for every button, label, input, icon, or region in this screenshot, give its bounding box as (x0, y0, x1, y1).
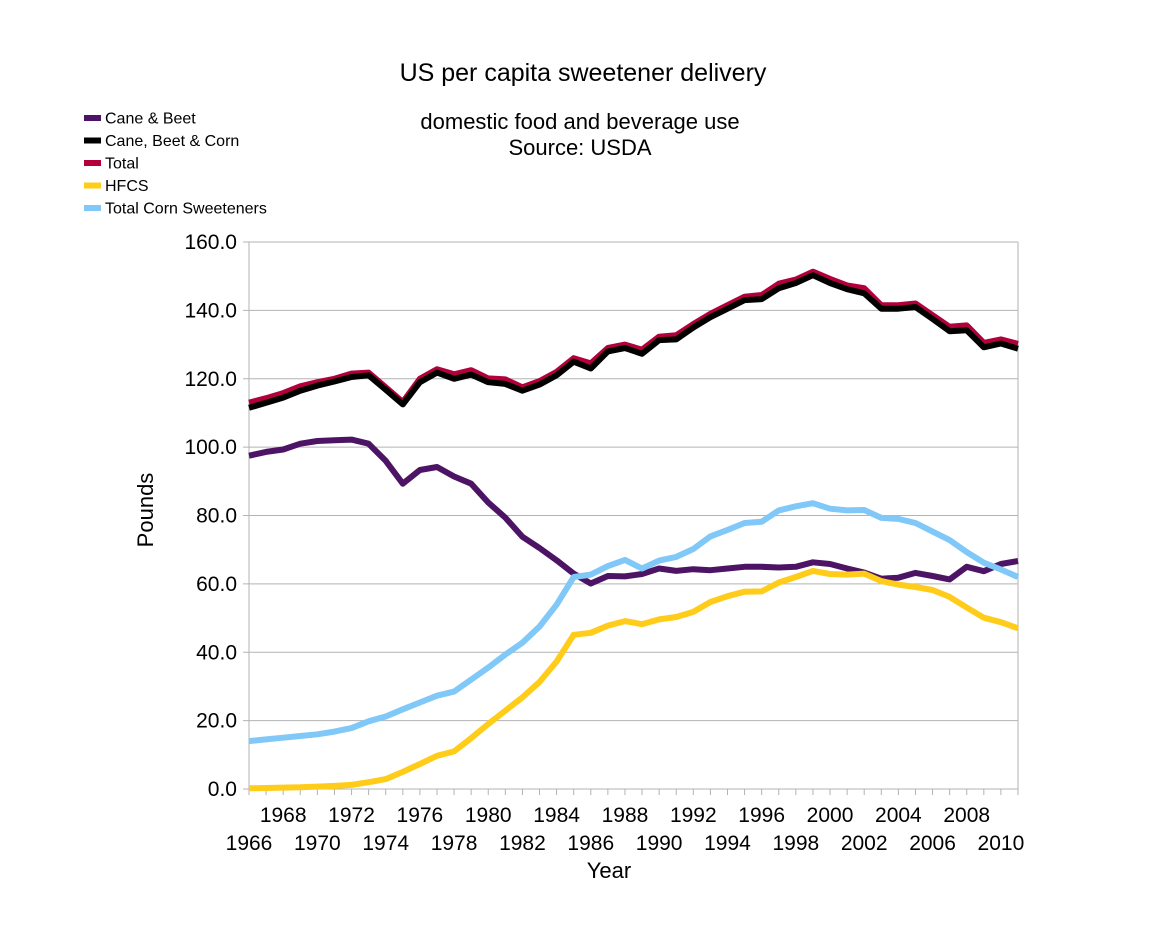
series-lines (248, 268, 1020, 792)
legend-label-hfcs: HFCS (105, 178, 149, 195)
series-line-total (248, 268, 1019, 406)
x-tick-label: 2010 (978, 832, 1025, 855)
y-tick-label: 20.0 (196, 710, 237, 733)
chart-subtitle-line-1: domestic food and beverage use (420, 109, 739, 134)
series-line-cane-beet (248, 436, 1019, 587)
x-tick-label: 1966 (226, 832, 273, 855)
y-tick-label: 160.0 (184, 231, 237, 254)
x-tick-label: 1996 (738, 804, 785, 827)
legend-label-total-corn-sweeteners: Total Corn Sweeteners (105, 201, 267, 218)
series-line-hfcs (248, 567, 1020, 792)
x-tick-label: 2006 (909, 832, 956, 855)
y-tick-label: 80.0 (196, 505, 237, 528)
x-tick-label: 2008 (943, 804, 990, 827)
x-tick-label: 2002 (841, 832, 888, 855)
x-tick-label: 1984 (533, 804, 580, 827)
y-tick-label: 100.0 (184, 436, 237, 459)
series-line-cane-beet-corn (248, 272, 1019, 411)
x-axis-title: Year (587, 858, 631, 883)
y-tick-label: 120.0 (184, 368, 237, 391)
y-tick-label: 140.0 (184, 299, 237, 322)
x-tick-label: 1972 (328, 804, 375, 827)
gridlines (249, 241, 1018, 790)
series-line-total-corn-sweeteners (248, 500, 1020, 745)
x-tick-label: 1998 (772, 832, 819, 855)
y-tick-label: 60.0 (196, 573, 237, 596)
x-tick-label: 1994 (704, 832, 751, 855)
x-tick-label: 1992 (670, 804, 717, 827)
axes: 0.0 20.0 40.0 60.0 80.0 100.0 120.0 140.0 160.0 1… (184, 231, 1024, 855)
x-tick-label: 1976 (397, 804, 444, 827)
chart-title: US per capita sweetener delivery (400, 59, 767, 87)
x-tick-label: 1988 (602, 804, 649, 827)
x-tick-label: 1970 (294, 832, 341, 855)
y-axis-title: Pounds (133, 473, 158, 548)
x-tick-label: 1986 (567, 832, 614, 855)
x-tick-label: 1974 (362, 832, 409, 855)
x-tick-label: 2004 (875, 804, 922, 827)
x-tick-label: 1978 (431, 832, 478, 855)
x-tick-label: 1980 (465, 804, 512, 827)
legend: Cane & Beet Cane, Beet & Corn Total HFCS Tot… (84, 111, 267, 218)
chart-subtitle-line-2: Source: USDA (508, 135, 651, 160)
x-tick-label: 1968 (260, 804, 307, 827)
x-tick-label: 1982 (499, 832, 546, 855)
y-tick-label: 0.0 (208, 778, 237, 801)
legend-label-cane-beet-corn: Cane, Beet & Corn (105, 133, 239, 150)
y-tick-label: 40.0 (196, 641, 237, 664)
legend-label-cane-beet: Cane & Beet (105, 111, 196, 128)
x-tick-label: 2000 (807, 804, 854, 827)
x-tick-label: 1990 (636, 832, 683, 855)
legend-label-total: Total (105, 156, 139, 173)
